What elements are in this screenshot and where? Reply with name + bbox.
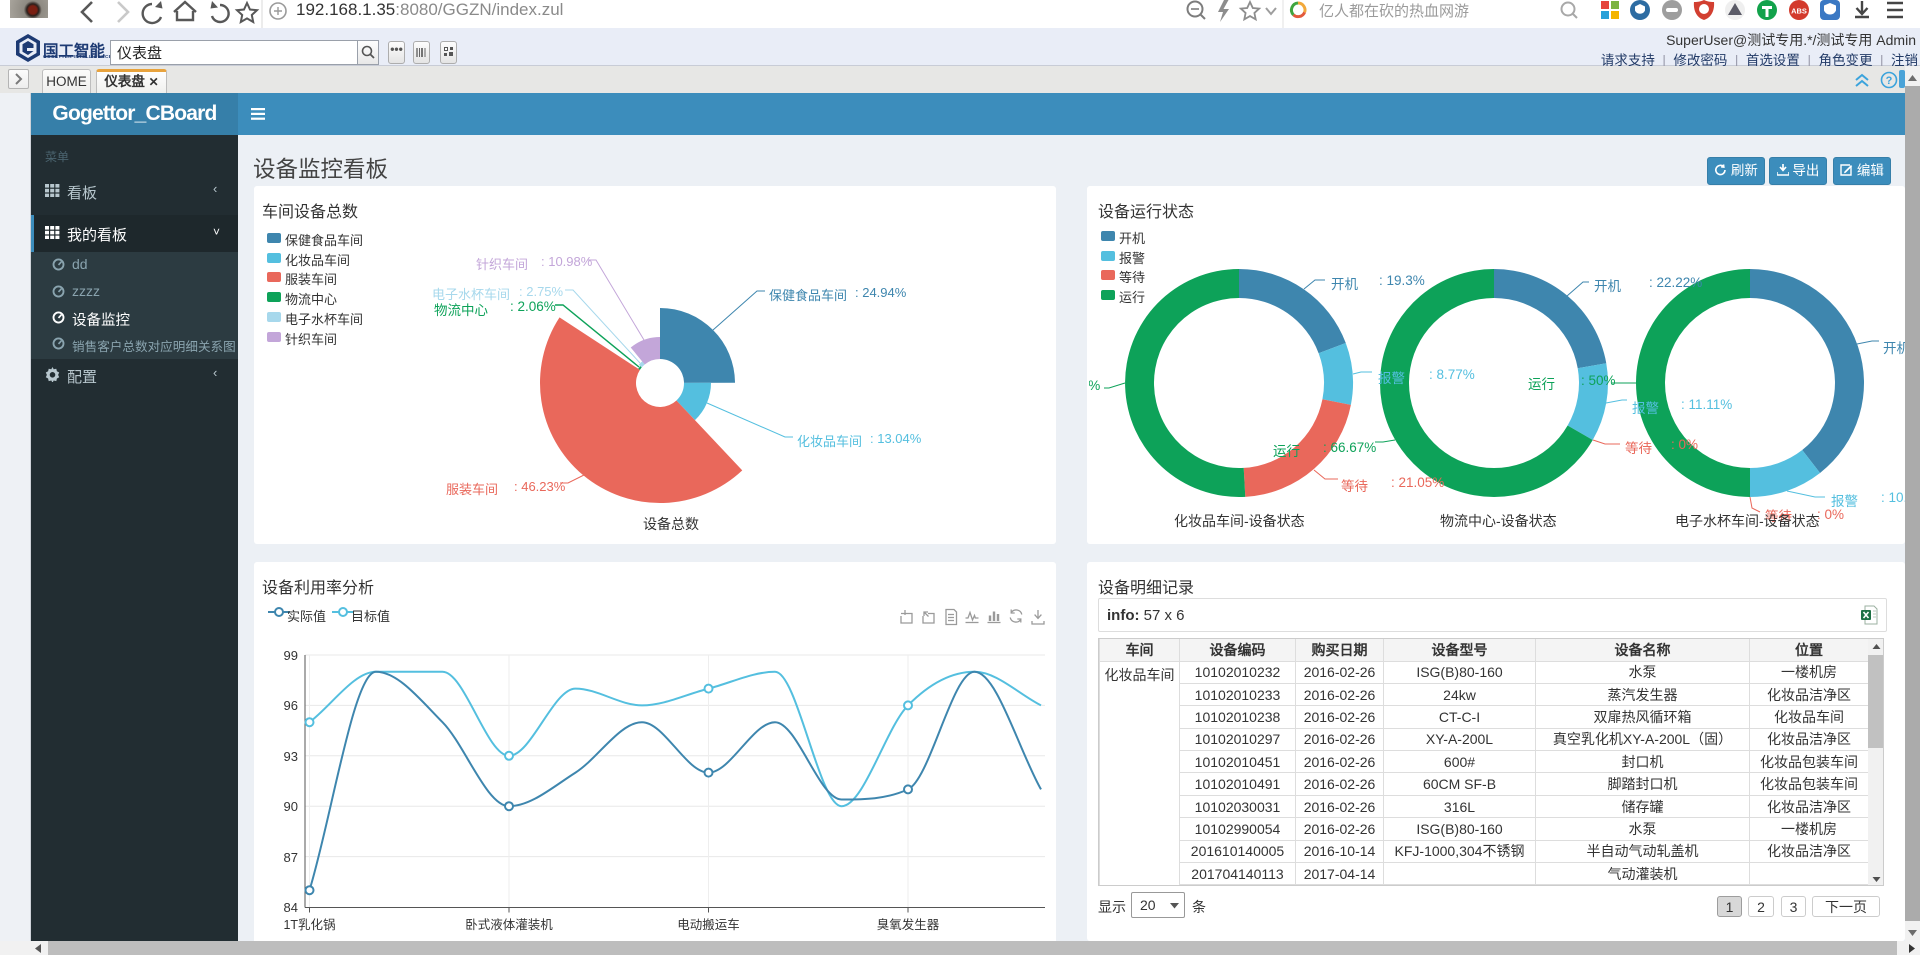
svg-text:ABS: ABS	[1791, 7, 1807, 16]
svg-text:?: ?	[1886, 75, 1893, 87]
svg-text:亿人都在砍的热血网游: 亿人都在砍的热血网游	[1319, 3, 1469, 20]
